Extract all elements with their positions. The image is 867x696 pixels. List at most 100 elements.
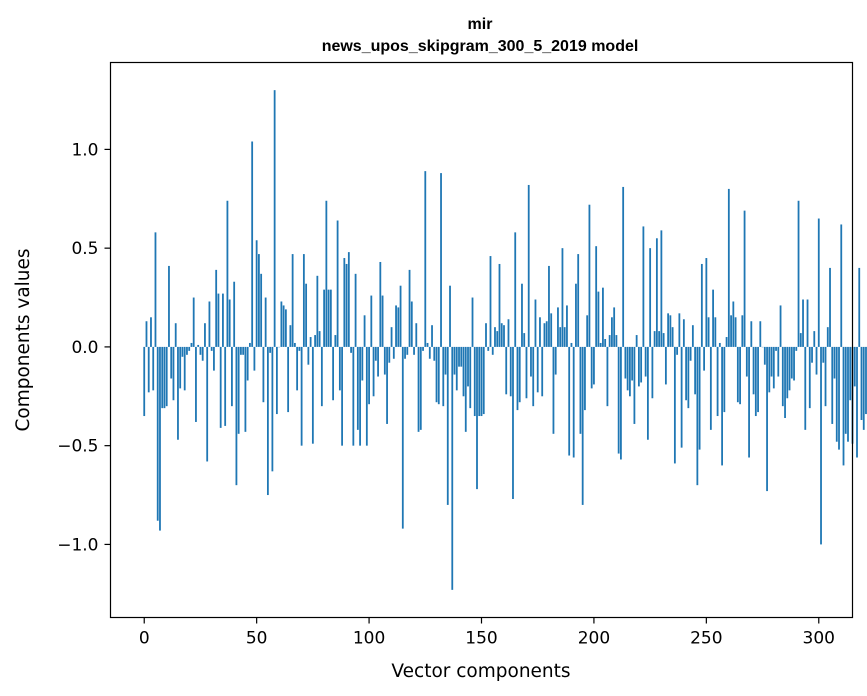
bar xyxy=(530,346,532,377)
x-tick-label: 150 xyxy=(465,629,497,649)
bar xyxy=(626,346,629,391)
bar xyxy=(372,346,375,397)
bar xyxy=(635,335,638,347)
bar xyxy=(718,342,721,347)
bar xyxy=(350,346,352,353)
bar xyxy=(320,346,323,407)
bar xyxy=(473,346,476,417)
bar xyxy=(568,346,571,456)
bar xyxy=(478,346,481,417)
bar xyxy=(795,346,798,351)
bar xyxy=(347,252,350,347)
bar xyxy=(653,331,656,347)
bar xyxy=(539,317,541,347)
bar xyxy=(624,346,627,379)
bar xyxy=(806,299,809,347)
bar xyxy=(552,346,555,434)
bar xyxy=(329,289,332,347)
bar xyxy=(505,346,508,395)
bar xyxy=(829,267,831,347)
bar xyxy=(559,327,562,347)
bar xyxy=(662,333,665,347)
bar xyxy=(723,346,726,413)
bar xyxy=(471,297,474,347)
bar xyxy=(633,346,636,424)
bar xyxy=(847,346,849,442)
bar xyxy=(359,346,361,446)
y-tick-label: −1.0 xyxy=(57,535,98,555)
bar xyxy=(842,346,845,466)
bar xyxy=(741,315,744,347)
bar xyxy=(249,342,251,347)
bar xyxy=(858,267,861,347)
bar xyxy=(725,337,728,347)
bar xyxy=(826,327,829,347)
bar xyxy=(287,346,290,413)
bar xyxy=(536,346,539,393)
bar xyxy=(242,346,245,355)
bar xyxy=(168,265,170,347)
bar xyxy=(334,335,337,347)
bar xyxy=(195,346,197,422)
bar xyxy=(649,248,652,347)
bar xyxy=(341,346,343,446)
chart-title: mir xyxy=(468,16,493,33)
bar xyxy=(579,346,582,434)
bar xyxy=(163,346,166,409)
bar xyxy=(228,299,231,347)
bar xyxy=(266,346,269,496)
bar xyxy=(752,346,755,395)
bar xyxy=(611,317,613,347)
bar xyxy=(498,263,501,347)
bar xyxy=(646,346,649,440)
bar xyxy=(775,346,777,351)
bar xyxy=(572,346,575,458)
bar xyxy=(521,283,523,347)
bar xyxy=(314,335,317,347)
bar xyxy=(575,283,577,347)
bar xyxy=(152,346,155,391)
bar xyxy=(545,321,548,347)
bar xyxy=(840,224,843,347)
plot-frame xyxy=(109,61,854,619)
bar xyxy=(707,317,710,347)
bar xyxy=(262,346,265,403)
bar xyxy=(264,297,267,347)
bar xyxy=(678,313,681,347)
bar xyxy=(523,333,526,347)
bar xyxy=(804,346,807,430)
bar xyxy=(381,295,384,347)
bar xyxy=(159,346,161,531)
bar xyxy=(271,346,274,472)
bar xyxy=(422,346,424,351)
bar xyxy=(435,346,438,403)
bar xyxy=(527,184,530,347)
bar xyxy=(642,226,645,347)
bar xyxy=(745,346,748,377)
bar xyxy=(532,346,535,407)
bar xyxy=(431,325,433,347)
bar xyxy=(354,273,357,347)
bar xyxy=(853,346,856,387)
bar xyxy=(797,200,800,347)
bar xyxy=(802,299,804,347)
bar xyxy=(291,254,294,347)
bar xyxy=(512,346,514,499)
bar xyxy=(240,346,242,355)
y-tick-label: 0.0 xyxy=(71,338,98,358)
bar xyxy=(179,346,182,389)
bar xyxy=(691,325,694,347)
x-tick-label: 300 xyxy=(803,629,835,649)
bar xyxy=(233,281,236,347)
bar xyxy=(338,346,341,391)
bar xyxy=(444,346,447,375)
bar xyxy=(543,323,546,347)
bar xyxy=(862,346,865,430)
bar xyxy=(480,346,483,417)
bar xyxy=(606,346,609,407)
bar xyxy=(518,346,521,403)
bar xyxy=(145,321,148,347)
bar xyxy=(590,346,593,389)
bar xyxy=(210,346,213,351)
x-tick-label: 100 xyxy=(353,629,385,649)
